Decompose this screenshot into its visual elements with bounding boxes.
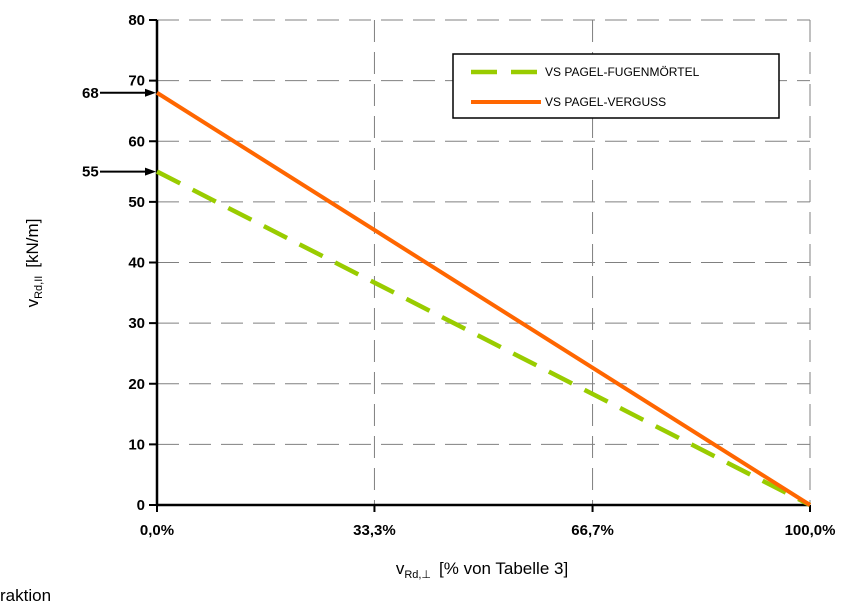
y-axis-label-main: v — [23, 298, 42, 307]
annotation-label: 55 — [82, 164, 99, 181]
plot-frame — [149, 19, 811, 512]
series-lines — [155, 91, 812, 508]
series-line-1 — [155, 169, 812, 508]
x-axis-label-main: v — [396, 559, 405, 578]
y-tick-label: 50 — [128, 194, 145, 211]
x-tick-label: 0,0% — [140, 522, 174, 539]
annotation-arrowhead — [145, 88, 156, 97]
x-tick-label: 33,3% — [353, 522, 396, 539]
y-tick-label: 20 — [128, 376, 145, 393]
y-axis-label: vRd,II [kN/m] — [23, 219, 45, 308]
legend: VS PAGEL-FUGENMÖRTEL VS PAGEL-VERGUSS — [452, 53, 780, 119]
svg-text:vRd,II[kN/m]: vRd,II [kN/m] — [23, 219, 45, 308]
grid-lines — [157, 19, 811, 505]
y-tick-label: 70 — [128, 73, 145, 90]
value-annotations: 68 55 — [82, 85, 156, 181]
y-axis-label-sub: Rd,II — [33, 276, 45, 299]
annotation-label: 68 — [82, 85, 99, 102]
y-tick-label: 0 — [137, 497, 145, 514]
legend-label-2: VS PAGEL-VERGUSS — [545, 95, 666, 109]
x-tick-labels: 0,0% 33,3% 66,7% 100,0% — [140, 522, 836, 539]
legend-label-1: VS PAGEL-FUGENMÖRTEL — [545, 65, 700, 79]
legend-box — [452, 53, 780, 119]
y-tick-label: 80 — [128, 12, 145, 29]
x-tick-label: 100,0% — [785, 522, 836, 539]
x-axis-label: vRd,⊥ [% von Tabelle 3] — [396, 559, 568, 581]
y-tick-label: 60 — [128, 133, 145, 150]
x-tick-label: 66,7% — [571, 522, 614, 539]
y-tick-label: 10 — [128, 436, 145, 453]
svg-text:vRd,⊥[% von Tabelle 3]: vRd,⊥ [% von Tabelle 3] — [396, 559, 568, 581]
y-tick-labels: 0 10 20 30 40 50 60 70 80 — [128, 12, 145, 514]
series-line-2 — [155, 91, 812, 507]
y-tick-label: 40 — [128, 255, 145, 272]
x-axis-label-sub: Rd,⊥ — [404, 569, 431, 581]
y-tick-label: 30 — [128, 315, 145, 332]
x-axis-label-unit: [% von Tabelle 3] — [439, 559, 568, 578]
footer-fragment: raktion — [0, 586, 52, 605]
annotation-arrowhead — [145, 167, 156, 176]
y-axis-label-unit: [kN/m] — [23, 219, 42, 268]
